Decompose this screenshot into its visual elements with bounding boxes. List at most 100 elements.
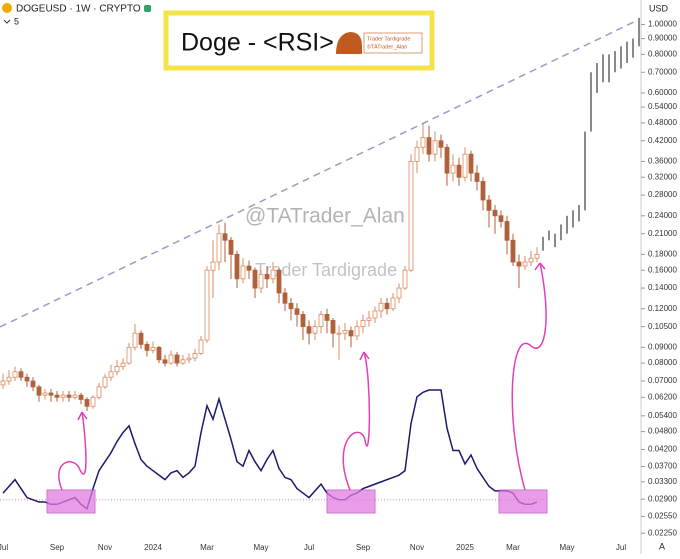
candle-body bbox=[216, 233, 222, 263]
x-tick-label: 2024 bbox=[144, 543, 162, 552]
y-tick-label: 0.18000 bbox=[648, 249, 677, 258]
candle-body bbox=[72, 394, 78, 398]
candle-body bbox=[522, 261, 528, 267]
interval-menu[interactable]: 5 bbox=[14, 16, 19, 26]
candle-body bbox=[258, 274, 264, 289]
candle-body bbox=[354, 326, 360, 337]
candle-body bbox=[420, 137, 426, 148]
candle-body bbox=[486, 199, 492, 211]
candle-body bbox=[504, 221, 510, 241]
x-tick-label: Sep bbox=[50, 543, 65, 552]
auto-button[interactable]: A bbox=[659, 541, 665, 551]
candle-body bbox=[342, 330, 348, 334]
candle-body bbox=[150, 346, 156, 351]
y-tick-label: 0.28000 bbox=[648, 190, 677, 199]
y-tick-label: 0.09000 bbox=[648, 342, 677, 351]
y-tick-label: 0.42000 bbox=[648, 136, 677, 145]
x-tick-label: 2025 bbox=[456, 543, 474, 552]
y-tick-label: 0.06200 bbox=[648, 392, 677, 401]
logo-frame bbox=[363, 32, 423, 54]
candle-body bbox=[144, 343, 150, 351]
logo-name: Trader Tardigrade bbox=[367, 36, 410, 42]
x-tick-label: Nov bbox=[410, 543, 424, 552]
y-tick-label: 0.03700 bbox=[648, 462, 677, 471]
y-tick-label: 0.36000 bbox=[648, 157, 677, 166]
candle-body bbox=[264, 274, 270, 280]
candle-body bbox=[294, 308, 300, 315]
candle-body bbox=[30, 380, 36, 388]
candle-body bbox=[450, 164, 456, 174]
candle-body bbox=[366, 317, 372, 321]
candle-body bbox=[372, 310, 378, 319]
candle-body bbox=[192, 353, 198, 359]
candle-body bbox=[90, 396, 96, 407]
arrows bbox=[58, 262, 547, 491]
candle-body bbox=[414, 146, 420, 162]
candle-body bbox=[300, 314, 306, 328]
candle-body bbox=[402, 269, 408, 289]
candle-body bbox=[492, 209, 498, 217]
candle-body bbox=[468, 153, 474, 174]
highlight-box bbox=[46, 489, 96, 514]
candle-body bbox=[378, 302, 384, 312]
candle-body bbox=[534, 253, 540, 259]
arrow-head bbox=[534, 262, 546, 271]
x-tick-label: Jul bbox=[304, 543, 314, 552]
candle-body bbox=[228, 239, 234, 255]
candle-body bbox=[276, 269, 282, 294]
candle-body bbox=[324, 314, 330, 321]
candle-body bbox=[360, 320, 366, 328]
candle-body bbox=[240, 265, 246, 280]
y-tick-label: 0.60000 bbox=[648, 88, 677, 97]
candle-body bbox=[36, 386, 42, 396]
highlight-box bbox=[326, 489, 376, 514]
candle-body bbox=[204, 269, 210, 341]
candle-body bbox=[474, 172, 480, 182]
candle-body bbox=[78, 394, 84, 400]
watermark: @TATrader_Alan bbox=[245, 205, 405, 228]
y-tick-label: 0.02250 bbox=[648, 528, 677, 537]
y-tick-label: 0.54000 bbox=[648, 102, 677, 111]
candle-body bbox=[18, 371, 24, 378]
y-tick-label: 0.48000 bbox=[648, 118, 677, 127]
candle-body bbox=[462, 153, 468, 178]
highlight-box bbox=[498, 489, 548, 514]
candle-body bbox=[510, 239, 516, 263]
candle-body bbox=[408, 161, 414, 271]
candle-body bbox=[318, 314, 324, 328]
candle-body bbox=[132, 332, 138, 348]
candle-body bbox=[282, 292, 288, 304]
arrow bbox=[511, 262, 547, 491]
symbol: DOGEUSD · 1W · CRYPTO bbox=[16, 4, 141, 15]
candle-body bbox=[66, 394, 72, 398]
candle-body bbox=[330, 320, 336, 334]
y-tick-label: 0.03300 bbox=[648, 477, 677, 486]
y-tick-label: 0.32000 bbox=[648, 172, 677, 181]
trend-line bbox=[0, 19, 639, 328]
candle-body bbox=[126, 346, 132, 364]
y-tick-label: 0.80000 bbox=[648, 49, 677, 58]
candle-body bbox=[246, 265, 252, 271]
x-tick-label: Mar bbox=[200, 543, 214, 552]
candle-body bbox=[186, 357, 192, 361]
candle-body bbox=[480, 181, 486, 201]
candle-body bbox=[426, 137, 432, 155]
y-tick-label: 0.02550 bbox=[648, 512, 677, 521]
x-tick-label: May bbox=[559, 543, 574, 552]
arrow-head bbox=[359, 351, 370, 361]
y-tick-label: 0.05400 bbox=[648, 411, 677, 420]
y-tick-label: 0.70000 bbox=[648, 67, 677, 76]
arrow bbox=[58, 411, 87, 491]
y-tick-label: 0.10500 bbox=[648, 322, 677, 331]
candle-body bbox=[120, 362, 126, 367]
y-tick-label: 0.04200 bbox=[648, 445, 677, 454]
candle-body bbox=[60, 394, 66, 398]
candle-body bbox=[138, 332, 144, 345]
y-tick-label: 1.00000 bbox=[648, 20, 677, 29]
candle-body bbox=[156, 346, 162, 361]
candle-body bbox=[234, 253, 240, 280]
candle-body bbox=[12, 371, 18, 378]
menu-chevron[interactable] bbox=[3, 19, 11, 24]
